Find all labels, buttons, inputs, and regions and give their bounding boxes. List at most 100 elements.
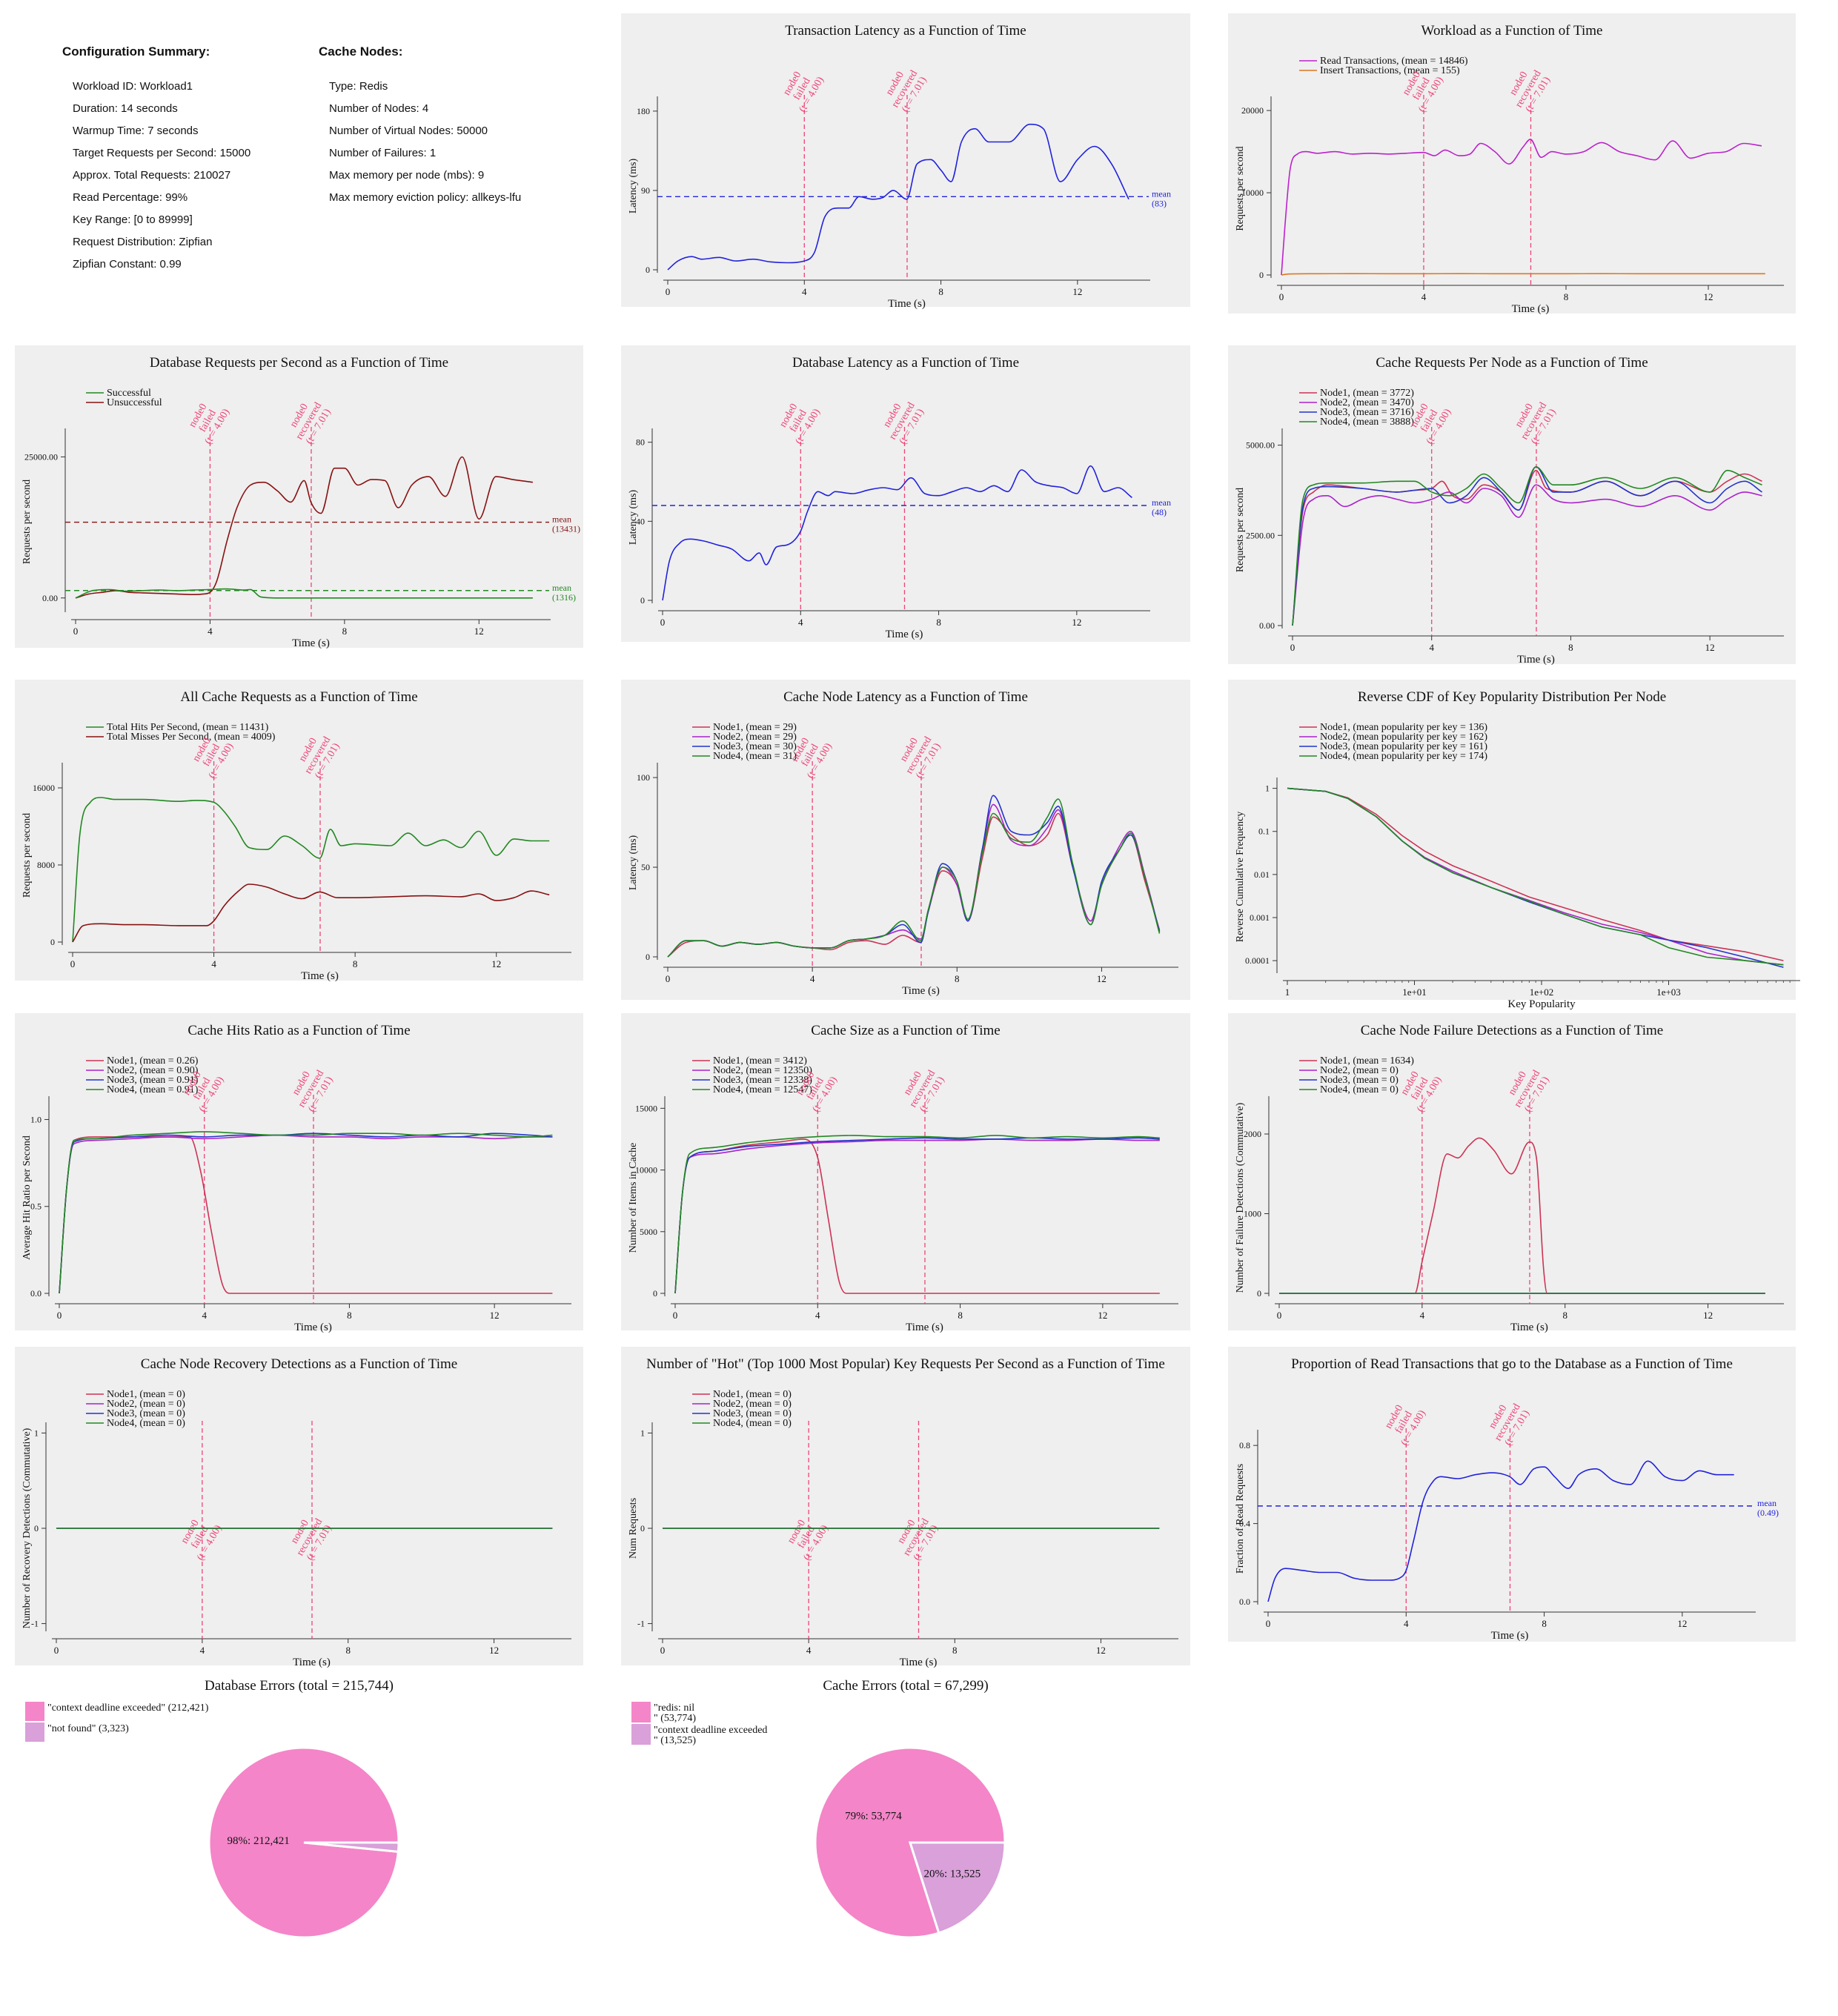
- legend-label: Node1, (mean = 3772): [1320, 388, 1414, 399]
- legend-label: Node3, (mean = 0): [107, 1408, 185, 1419]
- x-tick-label: 12: [1677, 1618, 1687, 1629]
- x-tick-label: 0: [666, 973, 671, 984]
- mean-label: (1316): [552, 592, 576, 603]
- pie-legend-label: " (13,525): [654, 1735, 696, 1746]
- y-tick-label: 25000.00: [24, 451, 58, 462]
- x-axis-label: Key Popularity: [1507, 998, 1576, 1010]
- legend-label: Node2, (mean = 0): [1320, 1065, 1399, 1076]
- x-tick-label: 12: [1705, 642, 1715, 653]
- y-tick-label: 1000: [1244, 1209, 1261, 1219]
- chart-svg: Cache Node Latency as a Function of Time…: [628, 689, 1178, 997]
- series-line: [667, 798, 1161, 958]
- x-tick-label: 12: [1096, 1645, 1106, 1656]
- y-tick-label: 5000: [640, 1227, 657, 1237]
- x-tick-label: 4: [1421, 291, 1427, 302]
- pie-slice-label: 20%: 13,525: [923, 1869, 981, 1880]
- x-tick-label: 12: [1703, 1310, 1713, 1321]
- config-line: Duration: 14 seconds: [73, 102, 178, 115]
- y-axis-label: Average Hit Ratio per Second: [21, 1135, 33, 1260]
- y-tick-label: 0.0: [30, 1288, 42, 1299]
- mean-label: mean: [1152, 188, 1171, 199]
- series-line: [72, 883, 550, 943]
- legend-label: Node3, (mean = 12338): [713, 1075, 812, 1086]
- series-line: [59, 1133, 553, 1294]
- x-axis-label: Time (s): [902, 985, 940, 997]
- x-tick-label: 12: [1072, 617, 1081, 628]
- x-tick-label: 0: [666, 286, 671, 297]
- legend-label: Node4, (mean = 0.91): [107, 1084, 199, 1095]
- config-line: Workload ID: Workload1: [73, 80, 193, 93]
- x-tick-label: 8: [347, 1310, 352, 1321]
- x-tick-label: 4: [208, 626, 213, 637]
- series-line: [1281, 139, 1762, 276]
- x-tick-label: 4: [802, 286, 807, 297]
- y-tick-label: 0: [646, 952, 650, 962]
- x-tick-label: 0: [1277, 1310, 1282, 1321]
- chart-svg: Cache Hits Ratio as a Function of Time 0 4…: [21, 1023, 571, 1333]
- x-tick-label: 0: [660, 617, 666, 628]
- chart-title: Database Latency as a Function of Time: [792, 355, 1019, 371]
- y-tick-label: 0.001: [1250, 912, 1270, 923]
- y-tick-label: 2000: [1244, 1129, 1261, 1139]
- y-axis-label: Reverse Cumulative Frequency: [1235, 812, 1246, 943]
- x-tick-label: 8: [353, 958, 358, 969]
- y-tick-label: 0: [1257, 1288, 1261, 1299]
- series-line: [1267, 1460, 1734, 1602]
- legend-label: Node1, (mean = 0): [713, 1389, 792, 1400]
- x-tick-label: 12: [1098, 1310, 1107, 1321]
- x-axis-label: Time (s): [1491, 1630, 1529, 1642]
- mean-label: mean: [1757, 1498, 1776, 1508]
- cache-node-latency-chart: Cache Node Latency as a Function of Time…: [621, 680, 1190, 1000]
- legend-label: Node2, (mean popularity per key = 162): [1320, 732, 1487, 743]
- legend-label: Read Transactions, (mean = 14846): [1320, 56, 1468, 67]
- pie-title: Cache Errors (total = 67,299): [823, 1678, 988, 1694]
- series-line: [1287, 787, 1784, 961]
- x-tick-label: 0: [673, 1310, 678, 1321]
- legend-label: Node3, (mean = 0.91): [107, 1075, 199, 1086]
- series-line: [674, 1135, 1160, 1294]
- y-tick-label: 0: [640, 595, 645, 606]
- pie-legend-swatch: [25, 1722, 44, 1742]
- series-line: [667, 123, 1129, 271]
- x-tick-label: 4: [1429, 642, 1434, 653]
- mean-label: mean: [552, 583, 571, 593]
- x-tick-label: 4: [815, 1310, 820, 1321]
- legend-label: Node3, (mean = 0): [713, 1408, 792, 1419]
- chart-svg: Transaction Latency as a Function of Tim…: [628, 23, 1171, 310]
- y-axis-label: Requests per second: [1235, 146, 1246, 231]
- pie-legend-label: "context deadline exceeded: [654, 1725, 767, 1736]
- y-axis-label: Num Requests: [628, 1498, 639, 1559]
- x-tick-label: 4: [798, 617, 803, 628]
- legend-label: Successful: [107, 388, 151, 399]
- chart-title: Number of "Hot" (Top 1000 Most Popular) …: [646, 1356, 1165, 1372]
- workload-chart: Workload as a Function of Time 0 4 8 12 0 1000…: [1228, 13, 1796, 315]
- x-tick-label: 12: [1704, 291, 1713, 302]
- y-tick-label: 16000: [33, 783, 55, 793]
- legend-label: Node2, (mean = 0.90): [107, 1065, 199, 1076]
- series-line: [1292, 469, 1762, 626]
- y-tick-label: 2500.00: [1246, 530, 1275, 540]
- pie-legend-swatch: [25, 1702, 44, 1721]
- series-line: [674, 1138, 1160, 1294]
- x-tick-label: 4: [1420, 1310, 1425, 1321]
- y-tick-label: 1: [34, 1428, 39, 1438]
- legend-label: Node1, (mean popularity per key = 136): [1320, 722, 1487, 733]
- cache-nodes-line: Max memory per node (mbs): 9: [329, 169, 485, 182]
- y-tick-label: 8000: [37, 860, 55, 870]
- series-line: [1287, 787, 1784, 966]
- chart-svg: Proportion of Read Transactions that go …: [1235, 1356, 1779, 1642]
- cache-requests-per-node-chart: Cache Requests Per Node as a Function of…: [1228, 345, 1796, 666]
- pie-slice: [908, 1841, 1006, 1934]
- x-tick-label: 4: [806, 1645, 812, 1656]
- pie-legend-label: " (53,774): [654, 1713, 696, 1724]
- x-tick-label: 8: [1564, 291, 1569, 302]
- mean-label: (48): [1152, 507, 1167, 517]
- y-tick-label: 0: [1259, 270, 1264, 280]
- chart-title: Cache Node Failure Detections as a Funct…: [1361, 1023, 1663, 1038]
- chart-svg: Cache Node Failure Detections as a Funct…: [1235, 1023, 1784, 1333]
- legend-label: Node3, (mean = 3716): [1320, 407, 1414, 418]
